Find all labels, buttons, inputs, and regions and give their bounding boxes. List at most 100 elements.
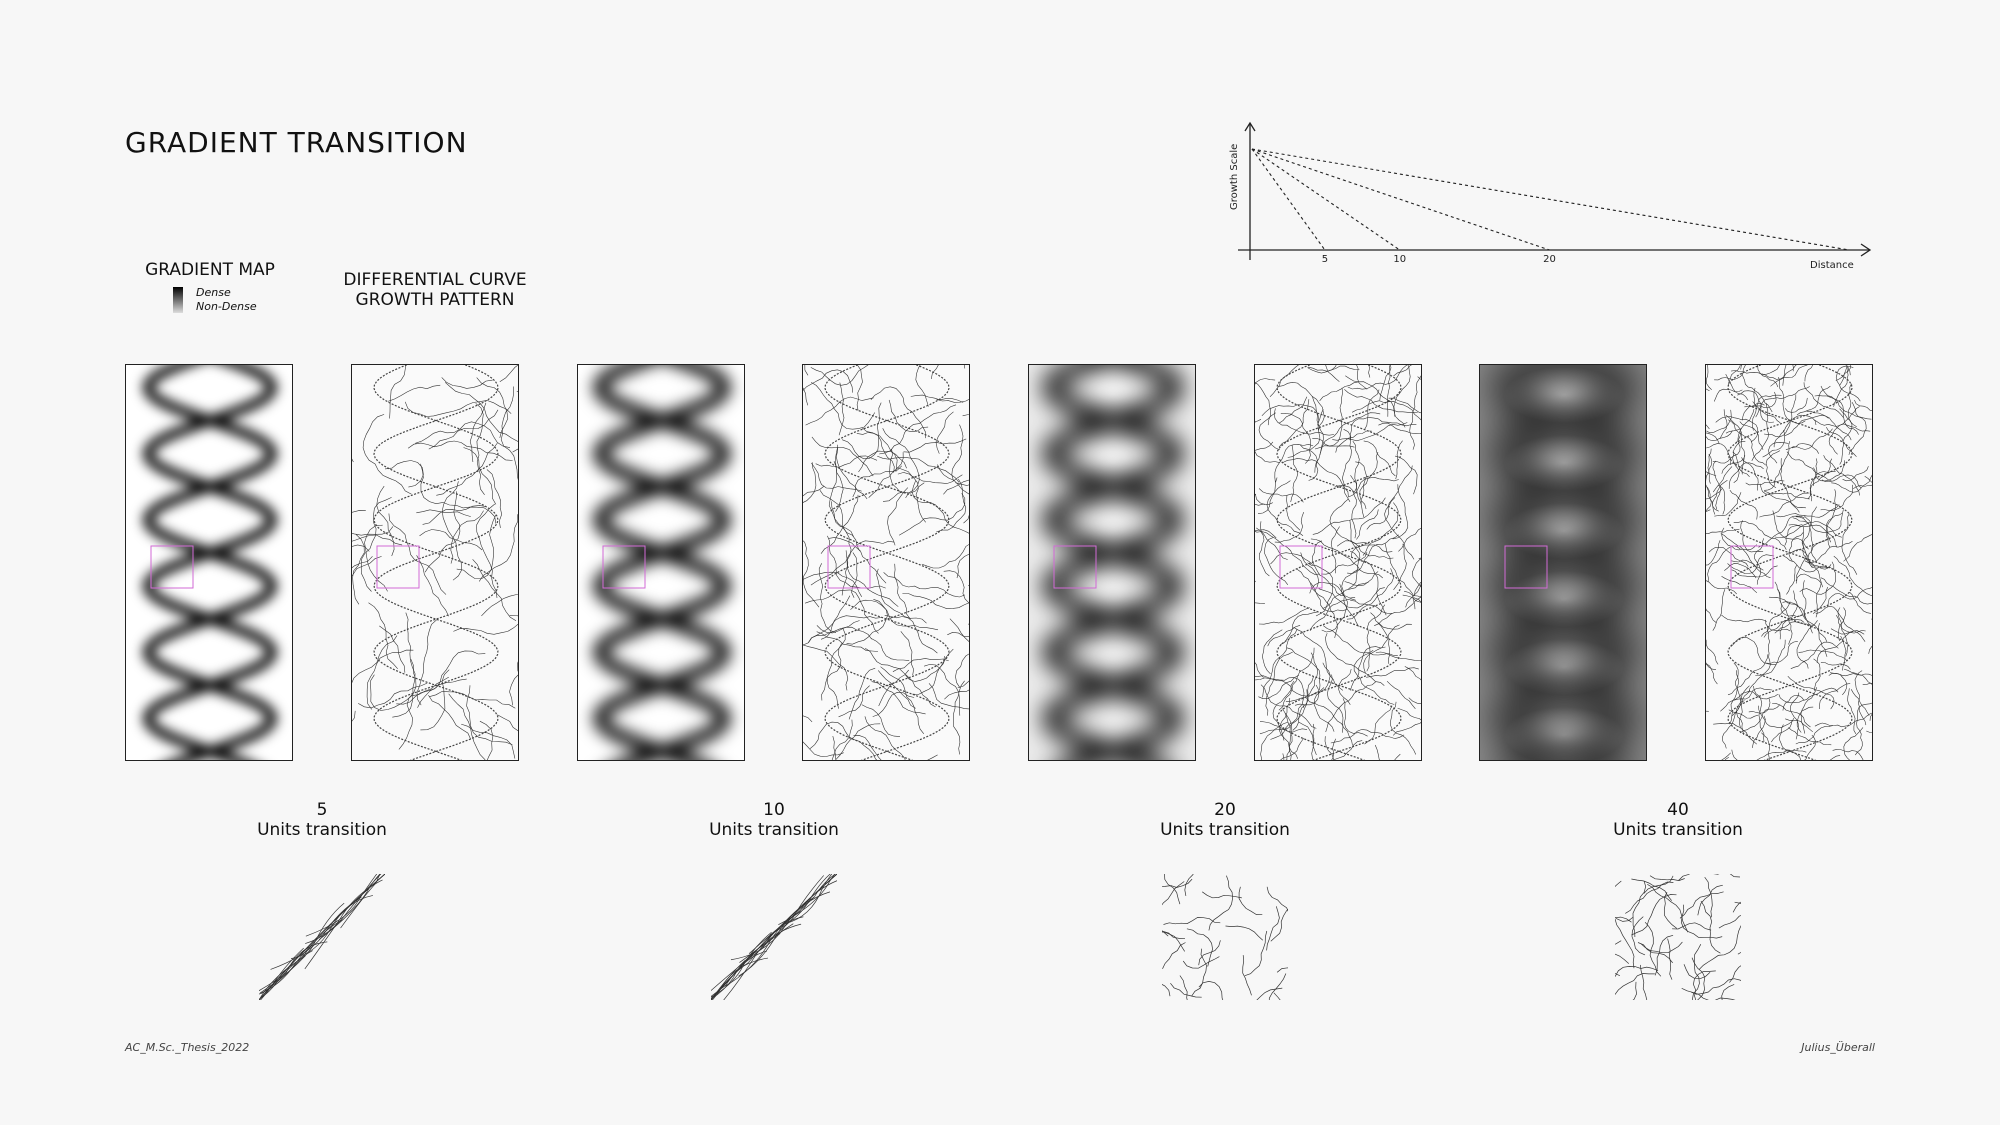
- growth-curve: [1725, 373, 1749, 401]
- growth-curve: [416, 509, 471, 517]
- growth-curve: [1708, 547, 1749, 567]
- growth-curve: [417, 650, 486, 708]
- growth-curve: [1804, 541, 1853, 564]
- growth-curve: [1706, 409, 1732, 434]
- growth-curve: [1351, 400, 1421, 421]
- growth-curve: [500, 386, 518, 481]
- growth-curve: [921, 544, 969, 569]
- growth-curve: [1795, 516, 1818, 563]
- growth-curve: [1278, 399, 1310, 448]
- growth-curve: [1733, 687, 1773, 701]
- gradient-map-panel-20: [1028, 364, 1196, 761]
- zoom-curve: [1732, 901, 1741, 913]
- zoom-region-marker: [1504, 545, 1548, 589]
- growth-curve: [1720, 533, 1771, 578]
- growth-curve: [396, 678, 467, 705]
- y-axis-arrow: [1244, 121, 1256, 132]
- growth-curve: [1408, 697, 1421, 704]
- zoom-curve: [321, 896, 362, 938]
- growth-curve: [1348, 476, 1399, 498]
- growth-curve: [892, 658, 949, 672]
- growth-curve: [1258, 607, 1310, 625]
- growth-curve: [1312, 497, 1386, 535]
- group-value: 10: [763, 800, 785, 820]
- growth-curve: [1321, 583, 1348, 633]
- growth-curve: [936, 478, 967, 533]
- growth-curve: [379, 625, 406, 673]
- growth-curve: [1324, 736, 1334, 760]
- growth-curve: [1374, 744, 1381, 760]
- growth-curve: [1274, 511, 1304, 543]
- zoom-curve: [261, 954, 305, 994]
- growth-curve: [1356, 365, 1368, 390]
- growth-curve: [1306, 697, 1353, 746]
- growth-curve: [1707, 448, 1712, 484]
- zoom-curve: [1182, 956, 1220, 969]
- growth-curve: [1727, 554, 1775, 574]
- growth-curve: [1706, 453, 1719, 512]
- zoom-curve: [1268, 973, 1287, 1000]
- zoom-curve: [1704, 876, 1713, 918]
- zoom-curve: [270, 936, 323, 970]
- growth-curve: [1259, 721, 1308, 733]
- growth-curve: [1342, 698, 1368, 737]
- growth-curve: [1721, 752, 1731, 760]
- growth-curve: [1796, 620, 1818, 669]
- growth-curve: [450, 510, 484, 564]
- growth-curve: [803, 615, 882, 646]
- zoom-curve: [1654, 934, 1674, 976]
- group-unit: Units transition: [257, 820, 387, 840]
- growth-curve: [422, 505, 487, 525]
- growth-curve: [1706, 432, 1720, 444]
- growth-curve: [1394, 753, 1401, 760]
- growth-curve: [835, 444, 868, 500]
- growth-curve: [1310, 582, 1348, 613]
- zoom-curve: [1680, 904, 1723, 939]
- growth-curve: [1768, 442, 1789, 464]
- growth-curve: [1363, 440, 1396, 477]
- growth-curve: [810, 365, 869, 386]
- zoom-curve: [1191, 948, 1207, 997]
- growth-curve: [1348, 520, 1361, 590]
- zoom-curve: [1179, 975, 1188, 1000]
- growth-curve: [912, 648, 954, 695]
- zoom-curve: [792, 875, 825, 919]
- growth-curve: [1759, 483, 1806, 509]
- zoom-curve: [259, 945, 314, 994]
- growth-curve: [1830, 628, 1865, 635]
- growth-curve: [476, 377, 509, 438]
- growth-curve: [1751, 402, 1770, 461]
- zoom-curve: [1737, 951, 1741, 955]
- growth-curve: [475, 403, 485, 495]
- growth-curve: [896, 467, 963, 484]
- zoom-curve: [1208, 875, 1233, 931]
- growth-curve: [1826, 426, 1857, 457]
- growth-curve: [1384, 497, 1415, 560]
- group-label-20: 20 Units transition: [1125, 800, 1325, 840]
- group-label-10: 10 Units transition: [674, 800, 874, 840]
- growth-curve: [889, 448, 902, 493]
- growth-curve: [1280, 413, 1311, 464]
- zoom-curve: [1667, 938, 1673, 980]
- growth-curve: [864, 716, 906, 760]
- growth-curve: [1732, 441, 1746, 483]
- zoom-curve: [1198, 981, 1224, 1000]
- zoom-curve: [711, 970, 741, 998]
- zoom-curve: [1631, 894, 1677, 936]
- growth-curve: [1282, 458, 1349, 497]
- growth-curve: [1763, 394, 1797, 438]
- growth-curve: [928, 683, 969, 710]
- growth-curve: [1322, 581, 1369, 609]
- zoom-curve: [1266, 906, 1280, 951]
- growth-curve: [818, 563, 837, 633]
- growth-curve: [1833, 555, 1872, 596]
- growth-curve: [1798, 649, 1848, 662]
- zoom-curve: [1700, 900, 1721, 954]
- growth-curve: [1393, 365, 1411, 417]
- growth-curve: [1784, 414, 1829, 437]
- growth-curve: [497, 714, 518, 732]
- zoom-curve: [1615, 953, 1630, 964]
- zoom-curve: [784, 888, 823, 925]
- zoom-curve: [1162, 881, 1185, 906]
- group-unit: Units transition: [709, 820, 839, 840]
